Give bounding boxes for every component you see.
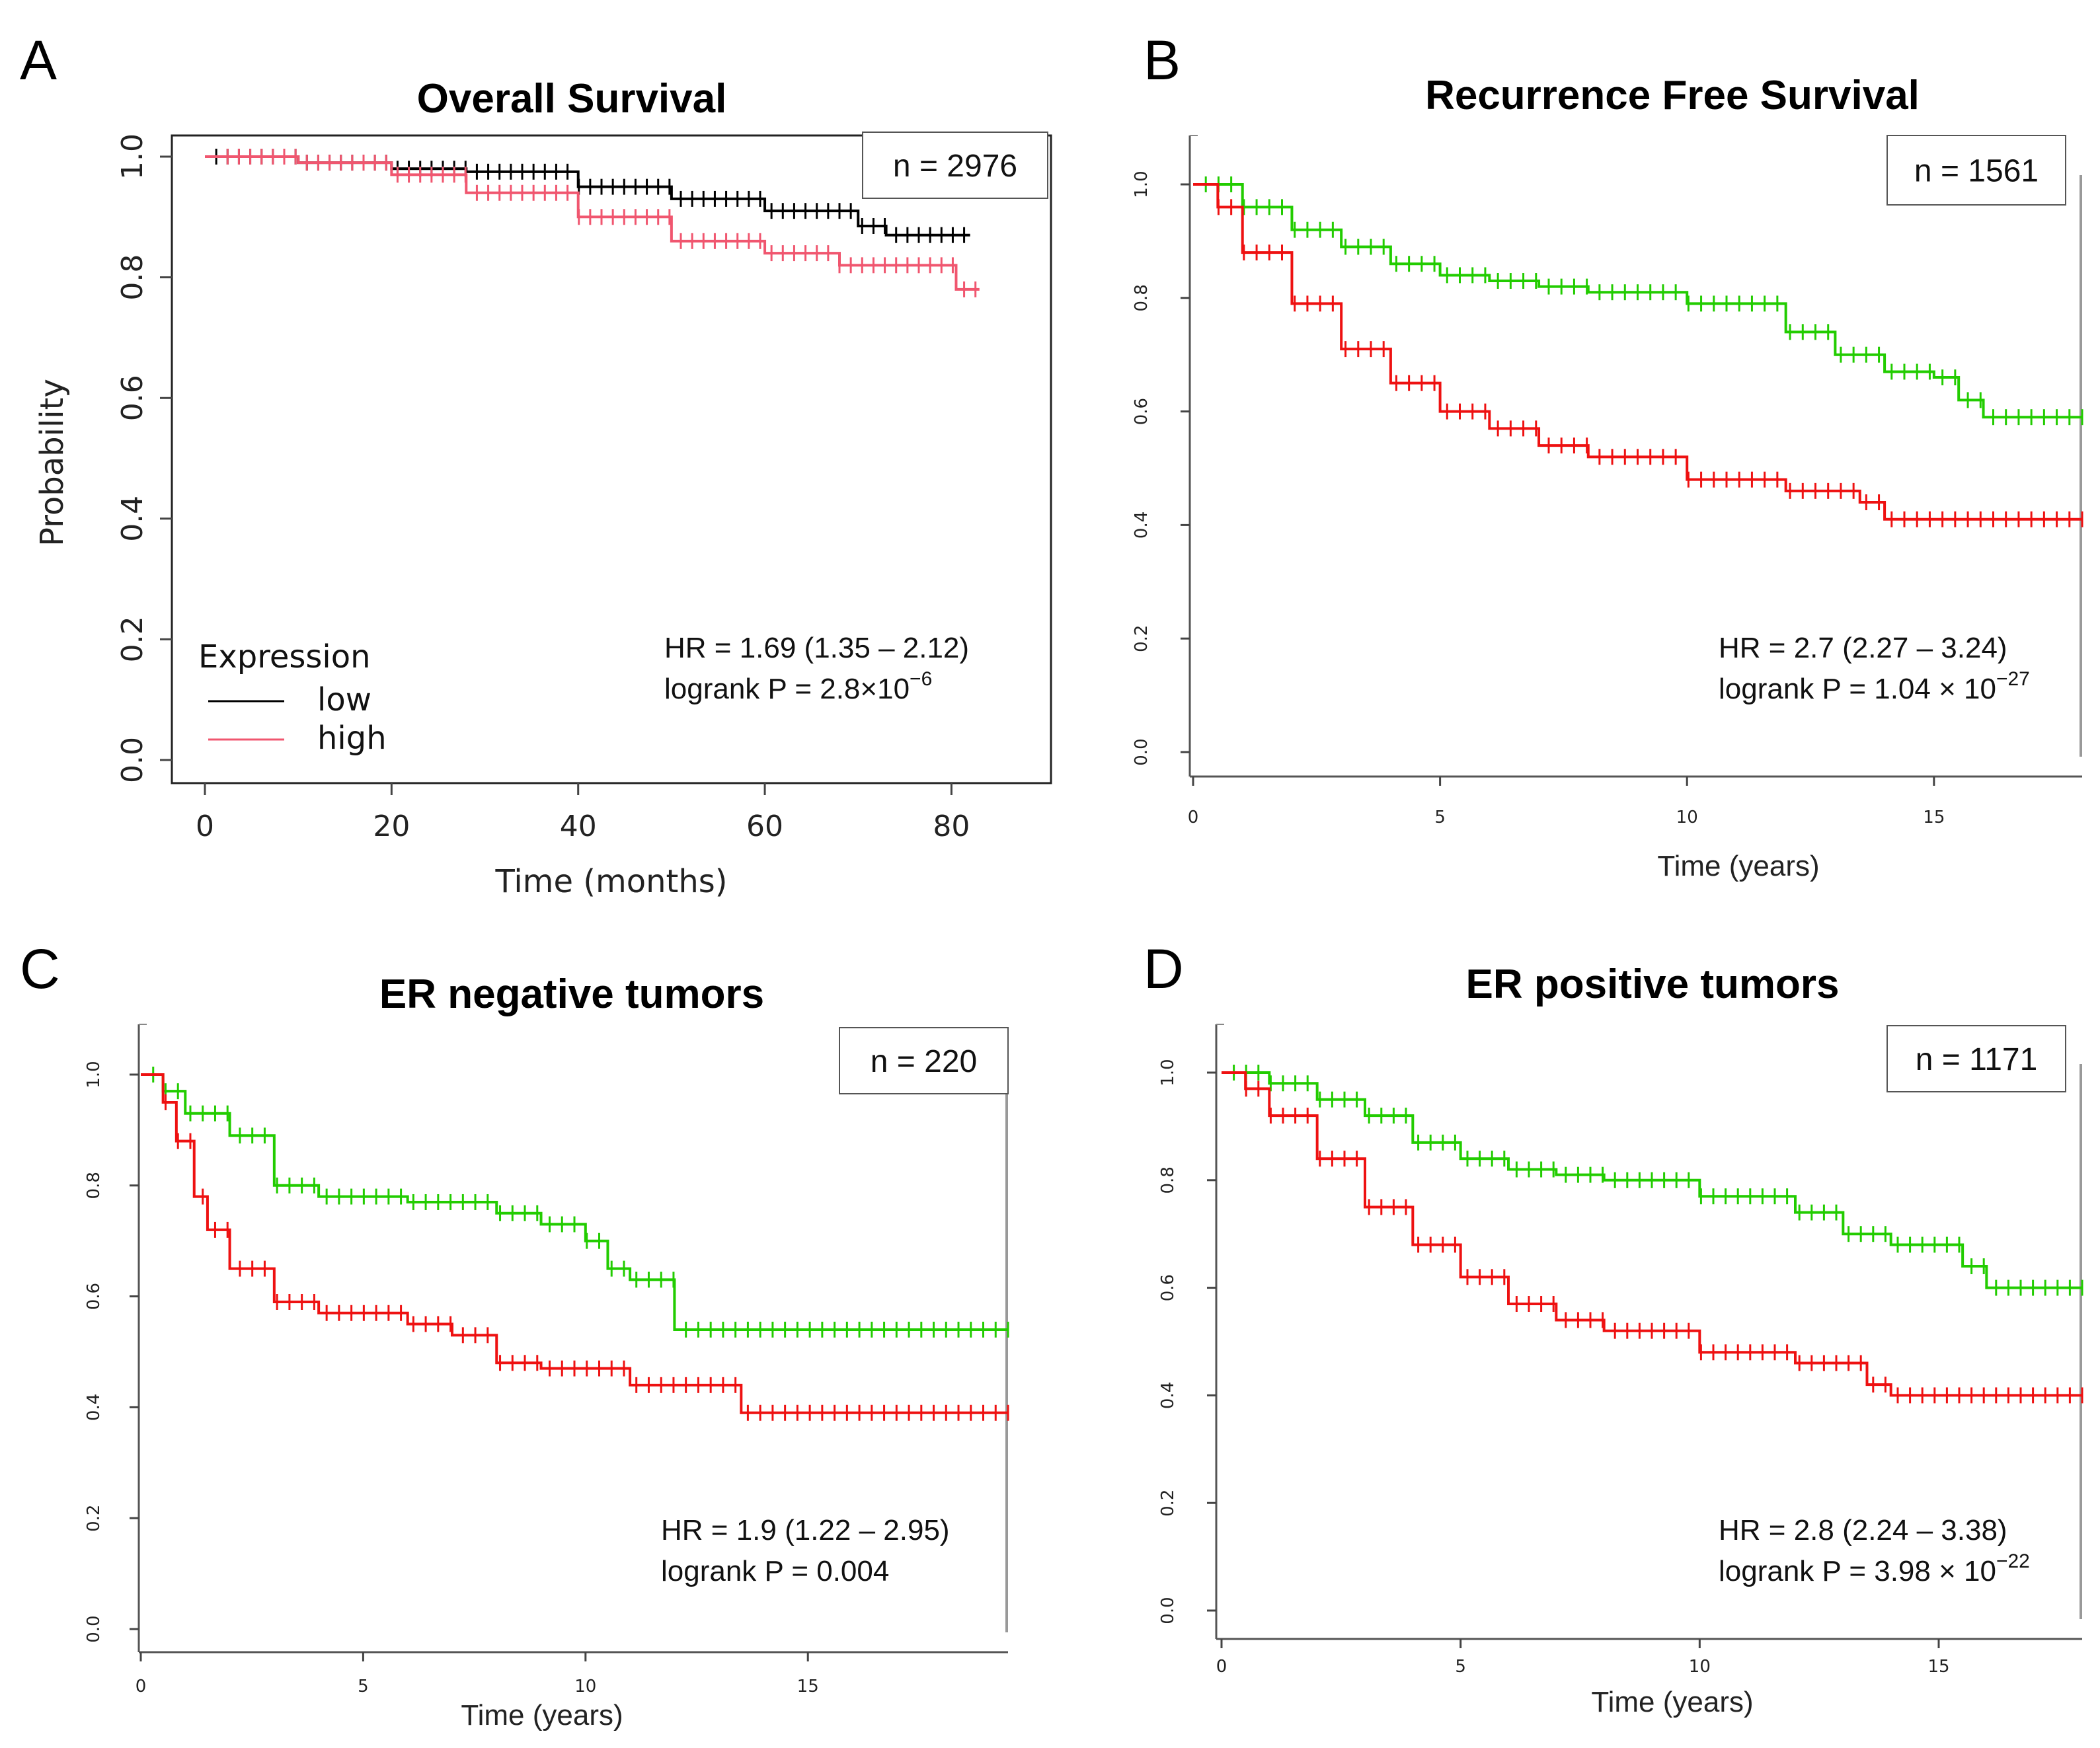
chart-title: ER negative tumors: [379, 971, 764, 1017]
y-tick-label: 0.4: [116, 496, 149, 542]
x-axis-label: Time (years): [1591, 1686, 1753, 1718]
chart-title: Recurrence Free Survival: [1425, 73, 1920, 118]
n-box: [1886, 1025, 2066, 1092]
y-tick-label: 0.2: [1158, 1490, 1178, 1517]
y-tick-label: 0.6: [84, 1283, 104, 1310]
panel-letter: D: [1144, 938, 1184, 1000]
logrank-p-label: logrank P = 1.04 × 10−27: [1719, 668, 2030, 705]
series-line-high: [1193, 183, 2082, 521]
logrank-p-label: logrank P = 3.98 × 10−22: [1719, 1550, 2030, 1587]
hazard-ratio-label: HR = 2.8 (2.24 – 3.38): [1719, 1514, 2007, 1546]
y-tick-label: 0.4: [84, 1394, 104, 1421]
panel-letter: A: [20, 29, 57, 91]
x-tick-label: 10: [1689, 1657, 1711, 1677]
chart-title: ER positive tumors: [1466, 962, 1840, 1007]
x-tick-label: 20: [373, 810, 410, 843]
series-line-low: [205, 155, 970, 237]
x-tick-label: 10: [574, 1677, 596, 1696]
hazard-ratio-label: HR = 1.9 (1.22 – 2.95): [661, 1514, 950, 1546]
y-tick-label: 1.0: [116, 133, 149, 180]
x-tick-label: 15: [1927, 1657, 1949, 1677]
y-tick-label: 0.8: [1132, 284, 1151, 311]
p-exponent: −6: [910, 668, 932, 690]
y-tick-label: 1.0: [1158, 1059, 1178, 1086]
y-tick-label: 0.2: [84, 1505, 104, 1532]
y-tick-label: 0.0: [84, 1615, 104, 1642]
x-tick-label: 80: [933, 810, 970, 843]
x-tick-label: 10: [1676, 808, 1698, 827]
legend-label-high: high: [317, 720, 387, 757]
series-line-low: [141, 1073, 1008, 1331]
panel-b: B Recurrence Free Survival 0.0 0.2 0.4 0.6 0.8…: [1132, 29, 2083, 882]
n-box: [839, 1027, 1009, 1094]
x-tick-label: 0: [1216, 1657, 1227, 1677]
y-axis-label: Probability: [34, 379, 71, 547]
legend-title: Expression: [198, 638, 371, 675]
x-tick-label: 0: [1188, 808, 1199, 827]
y-tick-label: 1.0: [1132, 171, 1151, 198]
y-tick-label: 0.6: [116, 375, 149, 421]
n-box: [1886, 135, 2066, 206]
panel-letter: C: [20, 938, 60, 1000]
y-tick-label: 0.2: [116, 616, 149, 662]
panel-d: D ER positive tumors 0.0 0.2 0.4 0.6 0.8 1.0 0 5 1…: [1144, 938, 2083, 1718]
n-label: n = 1171: [1916, 1042, 2038, 1077]
x-tick-label: 5: [358, 1677, 369, 1696]
legend-label-low: low: [317, 681, 371, 718]
n-label: n = 1561: [1914, 154, 2039, 189]
x-axis-label: Time (years): [1657, 850, 1819, 882]
series-line-low: [1222, 1071, 2082, 1289]
hazard-ratio-label: HR = 2.7 (2.27 – 3.24): [1719, 632, 2007, 664]
series-line-high: [205, 155, 980, 291]
x-tick-label: 0: [136, 1677, 147, 1696]
y-tick-label: 0.4: [1132, 512, 1151, 539]
y-tick-label: 0.0: [1132, 738, 1151, 765]
y-tick-label: 0.4: [1158, 1382, 1178, 1409]
x-tick-label: 15: [1923, 808, 1945, 827]
series-line-high: [141, 1073, 1008, 1414]
x-tick-label: 40: [560, 810, 597, 843]
n-box: [862, 132, 1048, 199]
x-axis-label: Time (months): [495, 863, 728, 900]
y-tick-label: 1.0: [84, 1061, 104, 1088]
y-tick-label: 0.8: [84, 1172, 104, 1199]
plot-frame: [171, 134, 1052, 784]
p-exponent: −22: [1996, 1550, 2030, 1572]
logrank-p-label: logrank P = 0.004: [661, 1555, 889, 1587]
x-tick-label: 5: [1434, 808, 1446, 827]
y-tick-label: 0.8: [1158, 1166, 1178, 1194]
n-label: n = 2976: [893, 149, 1017, 184]
x-tick-label: 60: [746, 810, 783, 843]
y-tick-label: 0.6: [1158, 1274, 1178, 1301]
panel-a: A Overall Survival 0.0 0.2 0.4 0.6 0.8 1.0 0 20 40…: [20, 29, 1052, 900]
y-tick-label: 0.0: [1158, 1597, 1178, 1624]
x-tick-label: 15: [797, 1677, 819, 1696]
logrank-p-label: logrank P = 2.8×10−6: [664, 668, 932, 705]
series-line-low: [1193, 183, 2082, 419]
chart-title: Overall Survival: [417, 76, 727, 122]
y-tick-label: 0.0: [116, 737, 149, 783]
panel-c: C ER negative tumors 0.0 0.2 0.4 0.6 0.8 1.0 0 5 1…: [20, 938, 1009, 1731]
y-tick-label: 0.2: [1132, 625, 1151, 652]
p-exponent: −27: [1996, 668, 2030, 690]
hazard-ratio-label: HR = 1.69 (1.35 – 2.12): [664, 632, 969, 664]
n-label: n = 220: [871, 1044, 977, 1079]
series-line-high: [1222, 1071, 2082, 1397]
y-tick-label: 0.8: [116, 254, 149, 301]
x-tick-label: 0: [196, 810, 214, 843]
y-tick-label: 0.6: [1132, 398, 1151, 425]
x-tick-label: 5: [1455, 1657, 1466, 1677]
panel-letter: B: [1144, 29, 1181, 91]
x-axis-label: Time (years): [461, 1699, 623, 1731]
